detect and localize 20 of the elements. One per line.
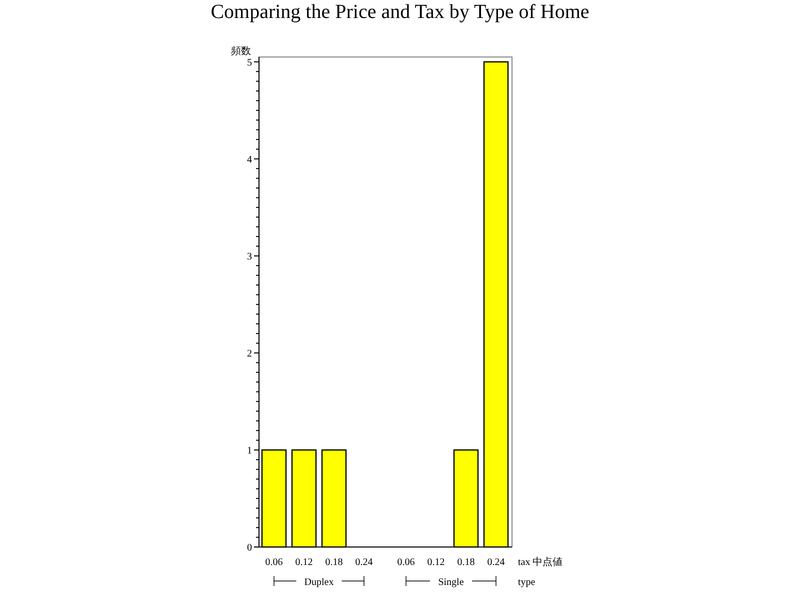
- x-tick-label: 0.24: [355, 557, 373, 568]
- y-tick-label: 1: [247, 445, 252, 456]
- y-tick-label: 3: [247, 251, 252, 262]
- text: Duplex: [304, 577, 334, 588]
- x-axis-title: tax 中点値: [518, 556, 563, 568]
- x-tick-label: 0.06: [397, 557, 415, 568]
- x-tick-label: 0.12: [427, 557, 445, 568]
- y-tick-label: 2: [247, 348, 252, 360]
- text: type: [518, 577, 536, 588]
- x-tick-label: 0.18: [325, 557, 343, 568]
- x-tick-label: 0.12: [295, 557, 313, 568]
- text: Single: [438, 577, 464, 588]
- x-tick-label: 0.06: [265, 557, 283, 568]
- x-tick-label: 0.18: [457, 557, 475, 568]
- y-tick-label: 4: [247, 154, 252, 166]
- y-tick-label: 0: [247, 542, 252, 554]
- x-tick-label: 0.24: [487, 557, 505, 568]
- y-axis-title: 頻数: [231, 45, 251, 57]
- y-tick-label: 5: [247, 57, 252, 68]
- chart-title: Comparing the Price and Tax by Type of Home: [210, 1, 590, 23]
